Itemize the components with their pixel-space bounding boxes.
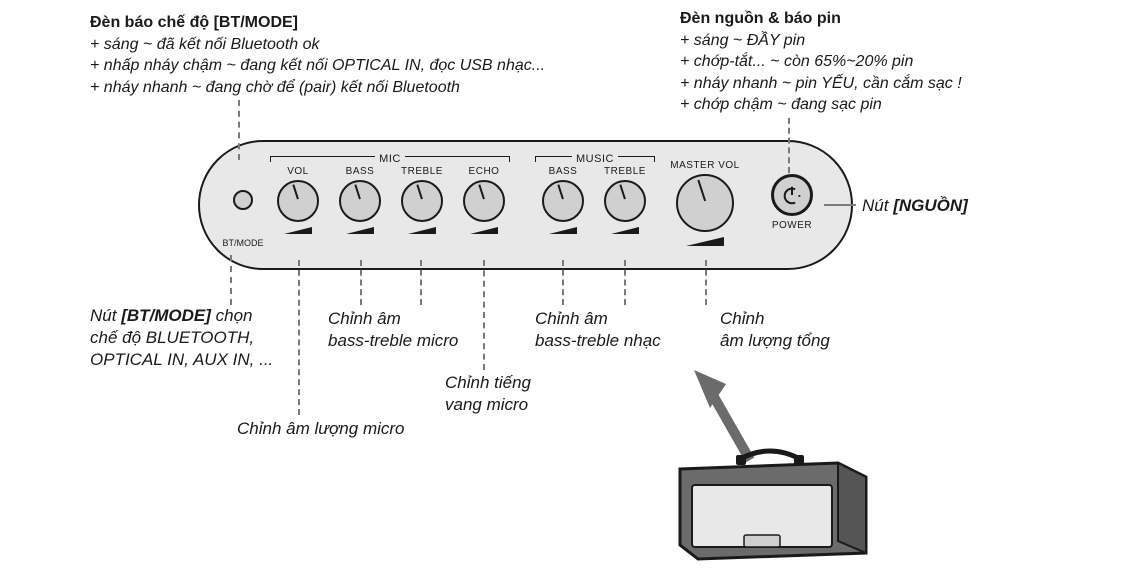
legend-line: + nháy nhanh ~ đang chờ để (pair) kết nố…: [90, 77, 545, 99]
callout-text: Chỉnh âm: [328, 309, 401, 328]
music-treble-col: TREBLE: [597, 166, 653, 234]
mic-treble-col: TREBLE: [394, 166, 450, 234]
wedge-icon: [408, 227, 436, 234]
legend-line: + chớp-tắt... ~ còn 65%~20% pin: [680, 51, 962, 73]
mic-treble-label: TREBLE: [394, 166, 450, 177]
leader-line: [298, 260, 300, 415]
legend-title-tag: [BT/MODE]: [214, 14, 298, 31]
callout-text: âm lượng tổng: [720, 331, 830, 350]
legend-line: + sáng ~ đã kết nối Bluetooth ok: [90, 34, 545, 56]
callout-text: bass-treble micro: [328, 331, 458, 350]
callout-text: Nút: [90, 306, 121, 325]
leader-line: [562, 260, 564, 305]
btmode-callout: Nút [BT/MODE] chọn chế độ BLUETOOTH, OPT…: [90, 305, 273, 371]
vol-col: VOL: [270, 166, 326, 234]
vol-knob[interactable]: [277, 180, 319, 222]
callout-text: chọn: [211, 306, 253, 325]
leader-line: [238, 100, 240, 160]
legend-title: Đèn nguồn & báo pin: [680, 8, 962, 30]
wedge-icon: [549, 227, 577, 234]
wedge-icon: [686, 237, 724, 246]
legend-title-pre: Đèn báo chế độ: [90, 14, 214, 31]
echo-label: ECHO: [456, 166, 512, 177]
btmode-label: BT/MODE: [220, 238, 266, 248]
music-treble-knob[interactable]: [604, 180, 646, 222]
mic-bass-col: BASS: [332, 166, 388, 234]
music-section-label: MUSIC: [572, 153, 618, 165]
master-vol-col: MASTER VOL: [665, 160, 745, 246]
btmode-col: BT/MODE: [220, 190, 266, 248]
callout-text: Nút: [862, 196, 893, 215]
wedge-icon: [346, 227, 374, 234]
legend-line: + chớp chậm ~ đang sạc pin: [680, 94, 962, 116]
callout-text: Chỉnh âm lượng micro: [237, 419, 405, 438]
speaker-illustration: [670, 445, 870, 570]
wedge-icon: [611, 227, 639, 234]
vol-label: VOL: [270, 166, 326, 177]
power-col: POWER: [762, 174, 822, 234]
leader-line: [624, 260, 626, 305]
power-led-legend: Đèn nguồn & báo pin + sáng ~ ĐẦY pin + c…: [680, 8, 962, 116]
leader-line: [360, 260, 362, 305]
music-tone-callout: Chỉnh âm bass-treble nhạc: [535, 308, 661, 352]
mic-bass-knob[interactable]: [339, 180, 381, 222]
power-button[interactable]: [771, 174, 813, 216]
leader-line: [824, 204, 856, 206]
wedge-icon: [470, 227, 498, 234]
master-vol-label: MASTER VOL: [665, 160, 745, 171]
legend-line: + nháy nhanh ~ pin YẾU, cần cắm sạc !: [680, 73, 962, 95]
leader-line: [230, 255, 232, 305]
btmode-button[interactable]: [233, 190, 253, 210]
legend-line: + nhấp nháy chậm ~ đang kết nối OPTICAL …: [90, 55, 545, 77]
power-label: POWER: [762, 220, 822, 231]
callout-text: vang micro: [445, 395, 528, 414]
control-panel: MIC MUSIC BT/MODE VOL BASS TREBLE ECHO B…: [198, 140, 853, 270]
wedge-icon: [284, 227, 312, 234]
music-treble-label: TREBLE: [597, 166, 653, 177]
leader-line: [788, 118, 790, 173]
callout-text: chế độ BLUETOOTH,: [90, 328, 254, 347]
legend-line: + sáng ~ ĐẦY pin: [680, 30, 962, 52]
music-bass-col: BASS: [535, 166, 591, 234]
music-bass-label: BASS: [535, 166, 591, 177]
echo-callout: Chỉnh tiếng vang micro: [445, 372, 531, 416]
leader-line: [420, 260, 422, 305]
echo-col: ECHO: [456, 166, 512, 234]
mic-treble-knob[interactable]: [401, 180, 443, 222]
echo-knob[interactable]: [463, 180, 505, 222]
power-callout: Nút [NGUỒN]: [862, 195, 968, 217]
leader-line: [483, 260, 485, 370]
mic-tone-callout: Chỉnh âm bass-treble micro: [328, 308, 458, 352]
callout-text: Chỉnh tiếng: [445, 373, 531, 392]
mic-section-label: MIC: [375, 153, 405, 165]
mic-bass-label: BASS: [332, 166, 388, 177]
callout-text: Chỉnh âm: [535, 309, 608, 328]
callout-text: Chỉnh: [720, 309, 764, 328]
callout-text: OPTICAL IN, AUX IN, ...: [90, 350, 273, 369]
master-vol-knob[interactable]: [676, 174, 734, 232]
mic-vol-callout: Chỉnh âm lượng micro: [237, 418, 405, 440]
callout-tag: [NGUỒN]: [893, 196, 968, 215]
callout-tag: [BT/MODE]: [121, 306, 211, 325]
music-bass-knob[interactable]: [542, 180, 584, 222]
callout-text: bass-treble nhạc: [535, 331, 661, 350]
leader-line: [705, 260, 707, 305]
btmode-led-legend: Đèn báo chế độ [BT/MODE] + sáng ~ đã kết…: [90, 12, 545, 98]
power-icon: [781, 184, 803, 206]
master-callout: Chỉnh âm lượng tổng: [720, 308, 830, 352]
